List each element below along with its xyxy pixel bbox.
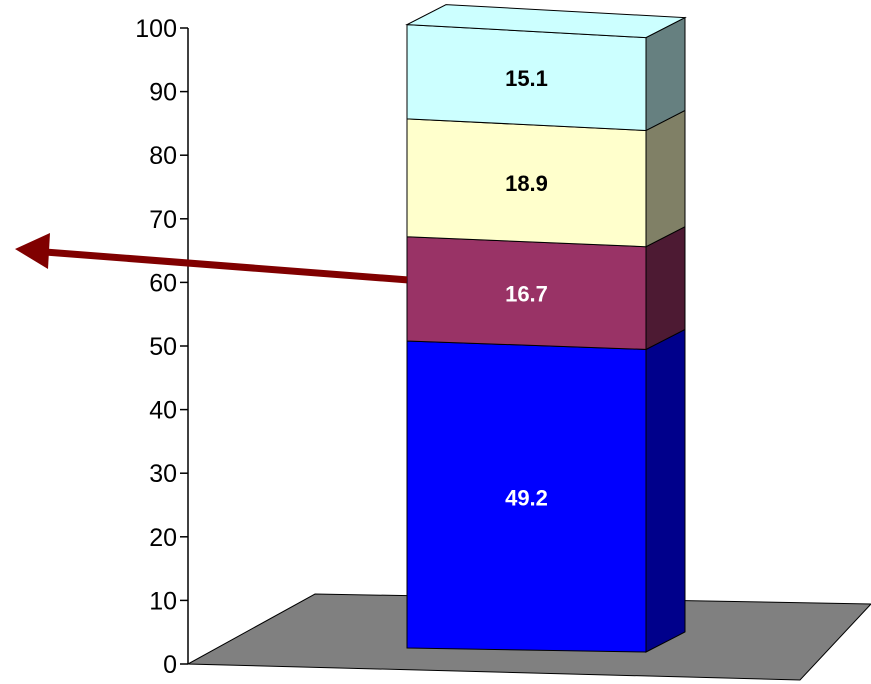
y-axis: 0 10 20 30 40 50 60 70 80 90 100 (135, 15, 189, 679)
annotation-arrow-head (15, 233, 50, 269)
y-tick-label: 30 (149, 460, 177, 488)
bar-segment-side (645, 225, 686, 351)
y-axis-ticks: 0 10 20 30 40 50 60 70 80 90 100 (135, 15, 188, 679)
bar-segment-side (645, 328, 686, 653)
y-tick-label: 20 (149, 524, 177, 552)
y-tick-label: 80 (149, 142, 177, 170)
y-tick-label: 0 (163, 651, 177, 679)
y-tick-label: 50 (149, 333, 177, 361)
y-tick-label: 40 (149, 397, 177, 425)
bar-top-face (405, 4, 687, 39)
y-tick-label: 70 (149, 206, 177, 234)
bar-segment-side (645, 109, 686, 248)
y-tick-label: 100 (135, 15, 177, 43)
annotation-arrow-shaft (44, 248, 408, 284)
stacked-bar: 49.2 16.7 18.9 15.1 (405, 4, 687, 653)
y-tick-label: 90 (149, 79, 177, 107)
data-label: 15.1 (505, 66, 548, 91)
y-tick-label: 10 (149, 587, 177, 615)
data-label: 18.9 (505, 171, 548, 196)
data-label: 16.7 (505, 281, 548, 306)
annotation-arrow (15, 233, 408, 284)
y-tick-label: 60 (149, 269, 177, 297)
data-label: 49.2 (505, 486, 548, 511)
